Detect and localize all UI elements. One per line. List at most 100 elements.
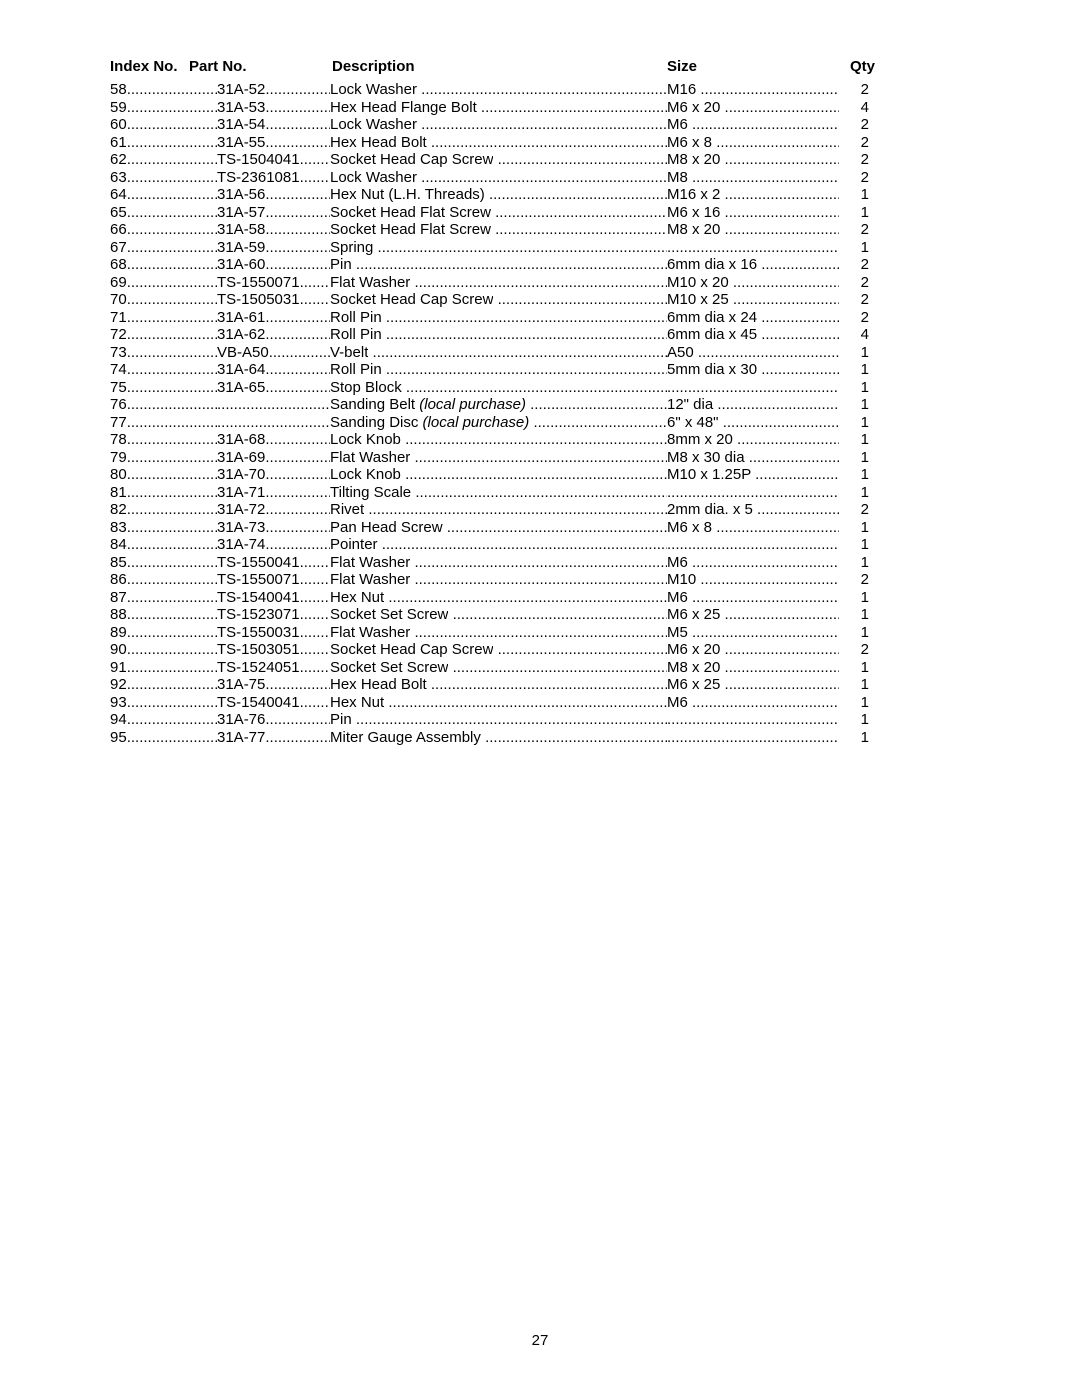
table-row: 65 31A-57Socket Head Flat Screw M6 x 16 … — [110, 204, 970, 222]
cell-part: 31A-69 — [217, 449, 330, 467]
cell-size: M6 x 25 — [667, 676, 839, 694]
table-row: 71 31A-61Roll Pin 6mm dia x 24 2 — [110, 309, 970, 327]
cell-index: 78 — [110, 431, 217, 449]
table-row: 90 TS-1503051Socket Head Cap Screw M6 x … — [110, 641, 970, 659]
cell-part: 31A-71 — [217, 484, 330, 502]
cell-qty: 4 — [839, 326, 869, 344]
cell-description: Hex Nut — [330, 694, 667, 712]
cell-size: M8 — [667, 169, 839, 187]
cell-part: 31A-68 — [217, 431, 330, 449]
cell-description: Rivet — [330, 501, 667, 519]
cell-description: Socket Head Cap Screw — [330, 291, 667, 309]
parts-list-page: Index No. Part No. Description Size Qty … — [0, 0, 1080, 746]
table-row: 85 TS-1550041Flat Washer M6 1 — [110, 554, 970, 572]
cell-description: Tilting Scale — [330, 484, 667, 502]
cell-size: 2mm dia. x 5 — [667, 501, 839, 519]
cell-size: M10 x 1.25P — [667, 466, 839, 484]
cell-size: 6mm dia x 24 — [667, 309, 839, 327]
cell-index: 95 — [110, 729, 217, 747]
table-row: 84 31A-74Pointer 1 — [110, 536, 970, 554]
table-row: 92 31A-75Hex Head Bolt M6 x 25 1 — [110, 676, 970, 694]
header-size: Size — [667, 58, 835, 75]
cell-size — [667, 711, 839, 729]
cell-description: Sanding Belt (local purchase) — [330, 396, 667, 414]
cell-size: 6mm dia x 16 — [667, 256, 839, 274]
cell-index: 81 — [110, 484, 217, 502]
cell-part: TS-1503051 — [217, 641, 330, 659]
cell-part: 31A-72 — [217, 501, 330, 519]
table-row: 86 TS-1550071Flat Washer M10 2 — [110, 571, 970, 589]
cell-size: M16 — [667, 81, 839, 99]
cell-size — [667, 484, 839, 502]
cell-description: Pin — [330, 256, 667, 274]
table-row: 93 TS-1540041Hex Nut M6 1 — [110, 694, 970, 712]
cell-description: Roll Pin — [330, 326, 667, 344]
cell-size: M8 x 20 — [667, 151, 839, 169]
cell-index: 83 — [110, 519, 217, 537]
table-row: 58 31A-52Lock Washer M16 2 — [110, 81, 970, 99]
cell-description: Pointer — [330, 536, 667, 554]
header-desc: Description — [332, 58, 667, 75]
cell-part: TS-1550071 — [217, 571, 330, 589]
cell-qty: 1 — [839, 694, 869, 712]
header-index: Index No. — [110, 58, 189, 75]
cell-description: Lock Washer — [330, 81, 667, 99]
cell-part: 31A-59 — [217, 239, 330, 257]
cell-size: M6 — [667, 589, 839, 607]
cell-part: 31A-64 — [217, 361, 330, 379]
cell-part — [217, 396, 330, 414]
cell-size: M5 — [667, 624, 839, 642]
table-row: 66 31A-58Socket Head Flat Screw M8 x 20 … — [110, 221, 970, 239]
cell-index: 63 — [110, 169, 217, 187]
cell-qty: 1 — [839, 589, 869, 607]
cell-part: 31A-53 — [217, 99, 330, 117]
cell-index: 87 — [110, 589, 217, 607]
cell-qty: 2 — [839, 134, 869, 152]
cell-description: Socket Head Flat Screw — [330, 221, 667, 239]
cell-description: Lock Knob — [330, 466, 667, 484]
table-row: 69 TS-1550071Flat Washer M10 x 20 2 — [110, 274, 970, 292]
cell-index: 92 — [110, 676, 217, 694]
cell-description: Roll Pin — [330, 361, 667, 379]
cell-part: VB-A50 — [217, 344, 330, 362]
cell-qty: 1 — [839, 414, 869, 432]
cell-part: TS-1505031 — [217, 291, 330, 309]
cell-index: 62 — [110, 151, 217, 169]
cell-qty: 2 — [839, 116, 869, 134]
table-row: 62 TS-1504041Socket Head Cap Screw M8 x … — [110, 151, 970, 169]
cell-part: 31A-55 — [217, 134, 330, 152]
cell-size: M8 x 20 — [667, 221, 839, 239]
cell-index: 93 — [110, 694, 217, 712]
cell-qty: 1 — [839, 431, 869, 449]
cell-index: 74 — [110, 361, 217, 379]
cell-size — [667, 729, 839, 747]
cell-qty: 1 — [839, 711, 869, 729]
cell-index: 68 — [110, 256, 217, 274]
cell-description: Sanding Disc (local purchase) — [330, 414, 667, 432]
cell-part: TS-1540041 — [217, 694, 330, 712]
cell-description: Pin — [330, 711, 667, 729]
cell-size — [667, 239, 839, 257]
cell-index: 61 — [110, 134, 217, 152]
cell-index: 82 — [110, 501, 217, 519]
cell-description: Socket Head Flat Screw — [330, 204, 667, 222]
cell-part: TS-1524051 — [217, 659, 330, 677]
table-row: 61 31A-55Hex Head Bolt M6 x 8 2 — [110, 134, 970, 152]
cell-description: Flat Washer — [330, 571, 667, 589]
table-row: 64 31A-56Hex Nut (L.H. Threads) M16 x 2 … — [110, 186, 970, 204]
cell-index: 59 — [110, 99, 217, 117]
cell-index: 88 — [110, 606, 217, 624]
cell-description: V-belt — [330, 344, 667, 362]
cell-description: Miter Gauge Assembly — [330, 729, 667, 747]
cell-index: 80 — [110, 466, 217, 484]
cell-size: M6 x 20 — [667, 99, 839, 117]
cell-size: A50 — [667, 344, 839, 362]
cell-part: 31A-75 — [217, 676, 330, 694]
cell-qty: 2 — [839, 81, 869, 99]
cell-size: M10 x 20 — [667, 274, 839, 292]
cell-index: 79 — [110, 449, 217, 467]
cell-part: 31A-60 — [217, 256, 330, 274]
cell-part — [217, 414, 330, 432]
cell-index: 67 — [110, 239, 217, 257]
cell-size: 6mm dia x 45 — [667, 326, 839, 344]
